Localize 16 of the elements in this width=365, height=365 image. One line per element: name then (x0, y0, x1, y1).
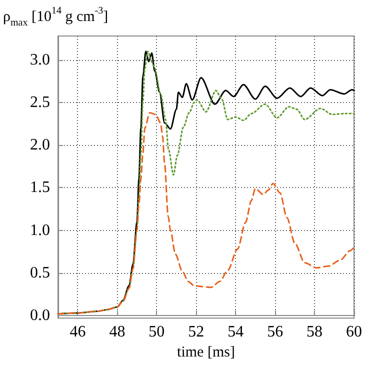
x-tick-label: 46 (70, 324, 86, 341)
x-tick-label: 52 (188, 324, 204, 341)
x-tick-label: 60 (346, 324, 362, 341)
x-axis-title: time [ms] (177, 344, 235, 360)
y-tick-label: 0.5 (30, 264, 50, 282)
y-tick-label: 3.0 (30, 51, 50, 68)
x-tick-label: 56 (267, 324, 284, 341)
x-tick-label: 50 (148, 324, 165, 341)
y-tick-label: 2.0 (30, 136, 50, 154)
x-tick-label: 54 (228, 324, 244, 341)
y-tick-label: 1.5 (30, 179, 50, 196)
y-tick-label: 0.0 (30, 307, 50, 324)
y-tick-label: 2.5 (30, 94, 50, 111)
x-tick-label: 58 (306, 324, 323, 341)
y-tick-label: 1.0 (30, 222, 50, 239)
x-tick-label: 48 (109, 324, 126, 341)
